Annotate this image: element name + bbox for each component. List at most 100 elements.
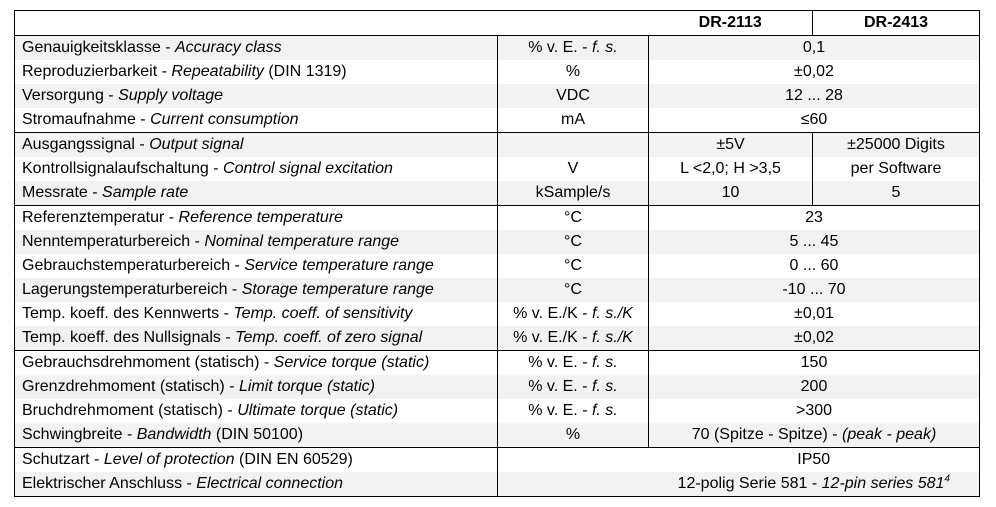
unit: °C xyxy=(564,209,582,226)
label-en: Electrical connection xyxy=(196,475,344,492)
label-en: Service temperature range xyxy=(244,257,434,274)
label-de: Versorgung - xyxy=(22,87,119,104)
value-cell: ±0,01 xyxy=(648,302,980,326)
value: ±0,01 xyxy=(794,305,834,322)
table-row: Ausgangssignal - Output signal ±5V ±25000 … xyxy=(14,132,980,157)
table-row: Reproduzierbarkeit - Repeatability (DIN … xyxy=(14,60,980,84)
label-en: Limit torque (static) xyxy=(238,378,375,395)
unit-cell: °C xyxy=(497,205,649,230)
unit: % xyxy=(565,426,581,443)
parameter-label: Gebrauchstemperaturbereich - Service tem… xyxy=(14,254,498,278)
table-row: Genauigkeitsklasse - Accuracy class% v. … xyxy=(14,35,980,60)
unit-cell xyxy=(497,447,649,472)
parameter-label: Stromaufnahme - Current consumption xyxy=(14,108,498,133)
unit-italic: f. s. xyxy=(591,354,618,371)
value-cell: ≤60 xyxy=(648,108,980,133)
value-dr-2413: 5 xyxy=(812,181,980,206)
unit-cell: °C xyxy=(497,254,649,278)
table-row: Gebrauchstemperaturbereich - Service tem… xyxy=(14,254,980,278)
value-dr-2113: ±5V xyxy=(648,132,813,157)
label-de: Elektrischer Anschluss - xyxy=(22,475,197,492)
unit: % v. E./K - xyxy=(513,305,592,322)
unit: % v. E. - xyxy=(528,402,592,419)
parameter-label: Lagerungstemperaturbereich - Storage tem… xyxy=(14,278,498,302)
value: 23 xyxy=(805,209,823,226)
label-de: Nenntemperaturbereich - xyxy=(22,233,205,250)
unit-cell: % v. E. - f. s. xyxy=(497,35,649,60)
unit-cell: % v. E. - f. s. xyxy=(497,375,649,399)
label-de: Gebrauchsdrehmoment (statisch) - xyxy=(22,354,274,371)
table-row: Bruchdrehmoment (statisch) - Ultimate to… xyxy=(14,399,980,423)
unit: mA xyxy=(561,111,585,128)
unit: % v. E. - xyxy=(528,378,592,395)
label-extra: (DIN EN 60529) xyxy=(234,451,353,468)
unit: °C xyxy=(564,257,582,274)
table-row: Schwingbreite - Bandwidth (DIN 50100)% 70… xyxy=(14,423,980,448)
label-de: Temp. koeff. des Kennwerts - xyxy=(22,305,234,322)
unit: kSample/s xyxy=(535,184,611,201)
unit-italic: f. s. xyxy=(591,39,618,56)
label-de: Stromaufnahme - xyxy=(22,111,151,128)
unit: % v. E. - xyxy=(528,39,592,56)
unit-cell xyxy=(497,132,649,157)
value-cell: IP50 xyxy=(648,447,980,472)
unit-cell: VDC xyxy=(497,84,649,108)
label-de: Referenztemperatur - xyxy=(22,209,179,226)
unit-cell: kSample/s xyxy=(497,181,649,206)
label-en: Storage temperature range xyxy=(241,281,434,298)
unit: °C xyxy=(564,233,582,250)
label-en: Control signal excitation xyxy=(223,160,393,177)
label-en: Nominal temperature range xyxy=(204,233,400,250)
value: 12 ... 28 xyxy=(785,87,843,104)
label-de: Ausgangssignal - xyxy=(22,136,150,153)
parameter-label: Reproduzierbarkeit - Repeatability (DIN … xyxy=(14,60,498,84)
parameter-label: Bruchdrehmoment (statisch) - Ultimate to… xyxy=(14,399,498,423)
parameter-label: Kontrollsignalaufschaltung - Control sig… xyxy=(14,157,498,181)
value-cell: 200 xyxy=(648,375,980,399)
footnote-marker: 4 xyxy=(944,473,950,485)
table-row: Temp. koeff. des Nullsignals - Temp. coe… xyxy=(14,326,980,351)
parameter-label: Messrate - Sample rate xyxy=(14,181,498,206)
value: ±0,02 xyxy=(794,63,834,80)
value-cell: 12 ... 28 xyxy=(648,84,980,108)
unit-italic: f. s. xyxy=(591,378,618,395)
value: ±0,02 xyxy=(794,329,834,346)
unit-italic: f. s. xyxy=(591,402,618,419)
table-row: Referenztemperatur - Reference temperatu… xyxy=(14,205,980,230)
unit-cell xyxy=(497,472,649,497)
unit: % v. E./K - xyxy=(513,329,592,346)
value: 200 xyxy=(800,378,828,395)
unit-cell: % v. E./K - f. s./K xyxy=(497,326,649,351)
value-cell: 0,1 xyxy=(648,35,980,60)
label-en: Temp. coeff. of zero signal xyxy=(235,329,423,346)
value-cell: 150 xyxy=(648,350,980,375)
value: 12-polig Serie 581 - xyxy=(677,475,822,492)
value: 5 ... 45 xyxy=(789,233,839,250)
parameter-label: Temp. koeff. des Kennwerts - Temp. coeff… xyxy=(14,302,498,326)
parameter-label: Grenzdrehmoment (statisch) - Limit torqu… xyxy=(14,375,498,399)
parameter-label: Versorgung - Supply voltage xyxy=(14,84,498,108)
parameter-label: Ausgangssignal - Output signal xyxy=(14,132,498,157)
label-en: Current consumption xyxy=(150,111,299,128)
value: >300 xyxy=(795,402,833,419)
value-cell: 0 ... 60 xyxy=(648,254,980,278)
value: 70 (Spitze - Spitze) - xyxy=(691,426,842,443)
unit-italic: f. s./K xyxy=(591,329,633,346)
label-de: Schutzart - xyxy=(22,451,104,468)
label-de: Schwingbreite - xyxy=(22,426,137,443)
unit-cell: % xyxy=(497,60,649,84)
table-row: Messrate - Sample rate kSample/s 10 5 xyxy=(14,181,980,206)
label-en: Output signal xyxy=(149,136,244,153)
label-en: Bandwidth xyxy=(136,426,212,443)
label-de: Messrate - xyxy=(22,184,103,201)
label-de: Lagerungstemperaturbereich - xyxy=(22,281,242,298)
value-cell: 23 xyxy=(648,205,980,230)
label-en: Sample rate xyxy=(102,184,189,201)
label-de: Reproduzierbarkeit - xyxy=(22,63,172,80)
header-dr-2413: DR-2413 xyxy=(812,10,980,36)
value: ≤60 xyxy=(800,111,828,128)
table-row: Grenzdrehmoment (statisch) - Limit torqu… xyxy=(14,375,980,399)
label-en: Level of protection xyxy=(103,451,235,468)
parameter-label: Referenztemperatur - Reference temperatu… xyxy=(14,205,498,230)
table-row: Lagerungstemperaturbereich - Storage tem… xyxy=(14,278,980,302)
